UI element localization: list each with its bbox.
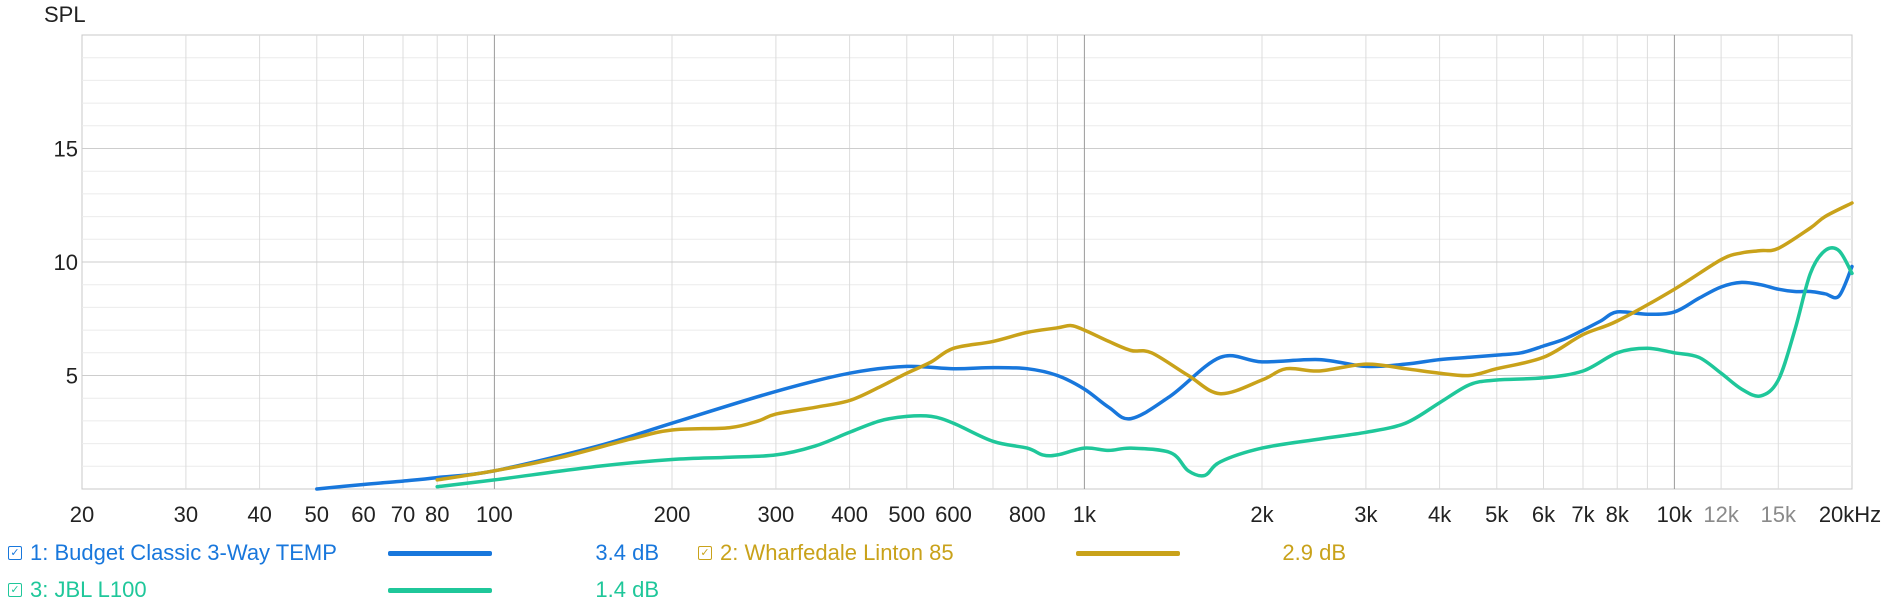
x-tick-label: 40 bbox=[247, 502, 271, 527]
x-tick-label: 800 bbox=[1009, 502, 1046, 527]
x-tick-label: 20kHz bbox=[1819, 502, 1881, 527]
x-tick-label: 50 bbox=[305, 502, 329, 527]
x-tick-label: 6k bbox=[1532, 502, 1556, 527]
x-tick-label: 70 bbox=[391, 502, 415, 527]
x-tick-label: 20 bbox=[70, 502, 94, 527]
x-tick-label: 4k bbox=[1428, 502, 1452, 527]
x-tick-label: 5k bbox=[1485, 502, 1509, 527]
x-tick-label: 7k bbox=[1571, 502, 1595, 527]
series-group bbox=[315, 201, 1854, 491]
x-tick-label: 600 bbox=[935, 502, 972, 527]
checkbox-icon[interactable]: ✓ bbox=[698, 546, 712, 560]
x-tick-labels: 20 30 40 50 60 70 80 100 200 300 400 500 600 800 1k 2k 3… bbox=[70, 502, 1881, 527]
legend-series-name: 1: Budget Classic 3-Way TEMP bbox=[30, 540, 337, 565]
series-line-1 bbox=[315, 264, 1854, 491]
x-tick-label: 3k bbox=[1354, 502, 1378, 527]
x-tick-label: 300 bbox=[758, 502, 795, 527]
legend-item-1[interactable]: ✓ 1: Budget Classic 3-Way TEMP bbox=[8, 538, 337, 568]
x-tick-label: 2k bbox=[1250, 502, 1274, 527]
x-tick-label: 500 bbox=[888, 502, 925, 527]
x-tick-label: 30 bbox=[174, 502, 198, 527]
legend-item-3[interactable]: ✓ 3: JBL L100 bbox=[8, 575, 147, 605]
y-tick-label: 10 bbox=[54, 250, 78, 275]
x-tick-label: 10k bbox=[1657, 502, 1693, 527]
x-tick-label: 200 bbox=[654, 502, 691, 527]
legend-item-2[interactable]: ✓ 2: Wharfedale Linton 85 bbox=[698, 538, 954, 568]
checkbox-icon[interactable]: ✓ bbox=[8, 583, 22, 597]
x-tick-label: 60 bbox=[351, 502, 375, 527]
y-axis-label: SPL bbox=[44, 2, 86, 27]
x-tick-label: 400 bbox=[831, 502, 868, 527]
x-tick-label: 1k bbox=[1073, 502, 1097, 527]
y-tick-label: 5 bbox=[66, 364, 78, 389]
checkbox-icon[interactable]: ✓ bbox=[8, 546, 22, 560]
x-tick-label: 12k bbox=[1703, 502, 1739, 527]
series-line-2 bbox=[435, 201, 1854, 482]
x-tick-label: 15k bbox=[1761, 502, 1797, 527]
x-tick-label: 80 bbox=[425, 502, 449, 527]
y-tick-label: 15 bbox=[54, 137, 78, 162]
x-tick-label: 8k bbox=[1606, 502, 1630, 527]
legend-series-name: 3: JBL L100 bbox=[30, 577, 147, 602]
y-tick-labels: 5 10 15 bbox=[54, 137, 78, 389]
x-tick-label: 100 bbox=[476, 502, 513, 527]
series-line-3 bbox=[435, 246, 1854, 489]
legend-series-name: 2: Wharfedale Linton 85 bbox=[720, 540, 954, 565]
